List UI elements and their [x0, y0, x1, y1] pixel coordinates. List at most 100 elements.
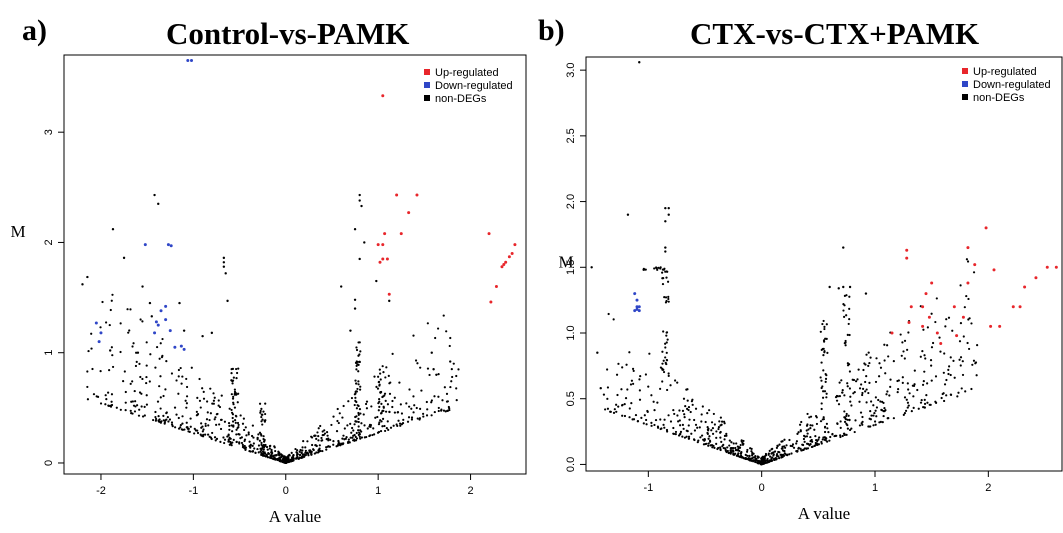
non-deg-point: [842, 309, 845, 312]
non-deg-point: [257, 451, 260, 454]
non-deg-point: [839, 434, 842, 437]
non-deg-point: [285, 460, 289, 463]
non-deg-point: [228, 443, 231, 446]
non-deg-point: [155, 345, 159, 349]
up-regulated-point: [510, 251, 514, 255]
non-deg-point: [380, 411, 383, 415]
non-deg-point: [667, 374, 670, 377]
non-deg-point: [233, 406, 237, 409]
non-deg-point: [214, 416, 217, 419]
non-deg-point: [935, 401, 938, 404]
non-deg-point: [393, 411, 396, 414]
non-deg-point: [650, 394, 653, 397]
non-deg-point: [261, 418, 264, 421]
non-deg-point: [209, 387, 212, 390]
non-deg-point: [181, 415, 184, 418]
non-deg-point: [232, 395, 235, 398]
y-tick-label: 2.0: [565, 194, 577, 209]
non-deg-point: [180, 382, 183, 385]
non-deg-point: [119, 350, 122, 354]
non-deg-point: [824, 337, 827, 340]
non-deg-point: [287, 460, 290, 464]
non-deg-point: [654, 418, 658, 422]
non-deg-point: [164, 419, 167, 422]
non-deg-point: [375, 279, 378, 283]
non-deg-point: [445, 330, 448, 333]
non-deg-point: [887, 355, 890, 358]
non-deg-point: [820, 379, 823, 382]
non-deg-point: [961, 373, 965, 377]
non-deg-point: [745, 450, 749, 453]
non-deg-point: [241, 445, 245, 448]
non-deg-point: [665, 341, 668, 344]
non-deg-point: [317, 427, 320, 430]
non-deg-point: [689, 410, 692, 414]
non-deg-point: [874, 380, 878, 384]
non-deg-point: [778, 457, 781, 460]
non-deg-point: [399, 424, 402, 427]
non-deg-point: [825, 323, 828, 326]
non-deg-point: [111, 228, 115, 231]
up-regulated-point: [905, 248, 909, 252]
y-tick-label: 2.5: [565, 128, 577, 143]
non-deg-point: [325, 431, 329, 434]
non-deg-point: [667, 206, 670, 210]
non-deg-point: [175, 413, 178, 416]
non-deg-point: [358, 353, 361, 356]
non-deg-point: [391, 399, 394, 403]
non-deg-point: [768, 449, 771, 452]
non-deg-point: [265, 454, 269, 458]
non-deg-point: [426, 322, 429, 325]
non-deg-point: [287, 454, 290, 457]
non-deg-point: [99, 402, 103, 405]
non-deg-point: [258, 402, 262, 405]
non-deg-point: [843, 394, 846, 397]
non-deg-point: [325, 448, 328, 451]
non-deg-point: [373, 375, 376, 378]
legend-label: Up-regulated: [435, 67, 499, 79]
non-deg-point: [922, 380, 925, 383]
non-deg-point: [134, 400, 137, 403]
non-deg-point: [700, 413, 703, 416]
non-deg-point: [826, 440, 829, 443]
non-deg-point: [122, 256, 126, 260]
non-deg-point: [110, 400, 113, 403]
non-deg-point: [665, 331, 669, 334]
non-deg-point: [265, 445, 269, 449]
non-deg-point: [208, 418, 211, 422]
down-regulated-point: [154, 320, 158, 324]
non-deg-point: [971, 363, 974, 366]
non-deg-point: [929, 359, 933, 362]
non-deg-point: [905, 398, 908, 401]
non-deg-point: [363, 424, 366, 427]
up-regulated-point: [989, 324, 993, 328]
non-deg-point: [841, 391, 844, 394]
non-deg-point: [395, 423, 398, 426]
non-deg-point: [666, 388, 669, 392]
non-deg-point: [202, 428, 205, 431]
non-deg-point: [788, 438, 791, 442]
non-deg-point: [244, 426, 247, 429]
non-deg-point: [621, 414, 624, 417]
non-deg-point: [836, 422, 839, 426]
non-deg-point: [402, 418, 405, 421]
up-regulated-point: [487, 232, 491, 236]
non-deg-point: [185, 395, 189, 398]
non-deg-point: [353, 438, 356, 441]
non-deg-point: [922, 328, 925, 331]
non-deg-point: [141, 285, 144, 288]
non-deg-point: [164, 388, 167, 391]
non-deg-point: [422, 415, 425, 418]
non-deg-point: [292, 454, 295, 457]
non-deg-point: [412, 334, 415, 337]
non-deg-point: [261, 423, 264, 426]
non-deg-point: [725, 432, 728, 436]
non-deg-point: [685, 435, 688, 438]
up-regulated-point: [507, 255, 511, 259]
non-deg-point: [867, 364, 870, 367]
non-deg-point: [879, 420, 882, 423]
non-deg-point: [815, 443, 819, 447]
non-deg-point: [919, 401, 923, 404]
non-deg-point: [747, 456, 750, 460]
non-deg-point: [262, 448, 265, 451]
